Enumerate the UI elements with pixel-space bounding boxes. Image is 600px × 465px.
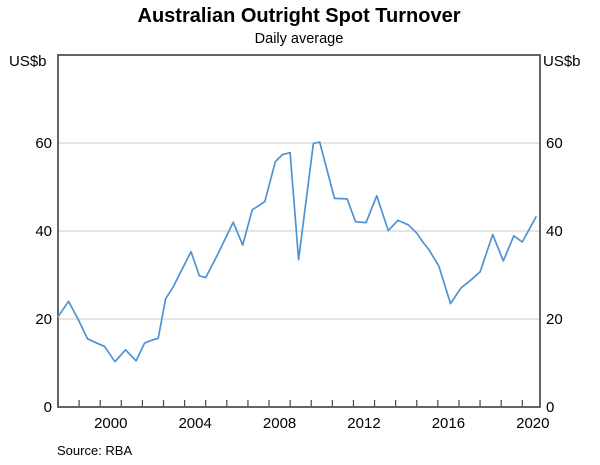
source-note: Source: RBA (57, 443, 133, 458)
y-axis-label-right: 20 (546, 311, 563, 328)
turnover-series-line (57, 141, 537, 363)
y-axis-unit-left: US$b (9, 53, 47, 70)
chart-title: Australian Outright Spot Turnover (137, 5, 461, 27)
chart-subtitle: Daily average (254, 31, 344, 47)
plot-border (57, 54, 541, 408)
y-axis-label-right: 0 (546, 399, 554, 416)
x-axis-label: 2000 (94, 415, 127, 432)
y-axis-label-left: 40 (35, 223, 52, 240)
y-axis-label-left: 20 (35, 311, 52, 328)
x-axis-label: 2012 (347, 415, 380, 432)
x-axis-label: 2020 (516, 415, 549, 432)
y-axis-label-left: 60 (35, 135, 52, 152)
x-axis-label: 2008 (263, 415, 296, 432)
x-axis-label: 2016 (432, 415, 465, 432)
y-axis-label-right: 60 (546, 135, 563, 152)
y-axis-label-left: 0 (44, 399, 52, 416)
y-axis-unit-right: US$b (543, 53, 581, 70)
y-axis-label-right: 40 (546, 223, 563, 240)
x-axis-label: 2004 (178, 415, 211, 432)
